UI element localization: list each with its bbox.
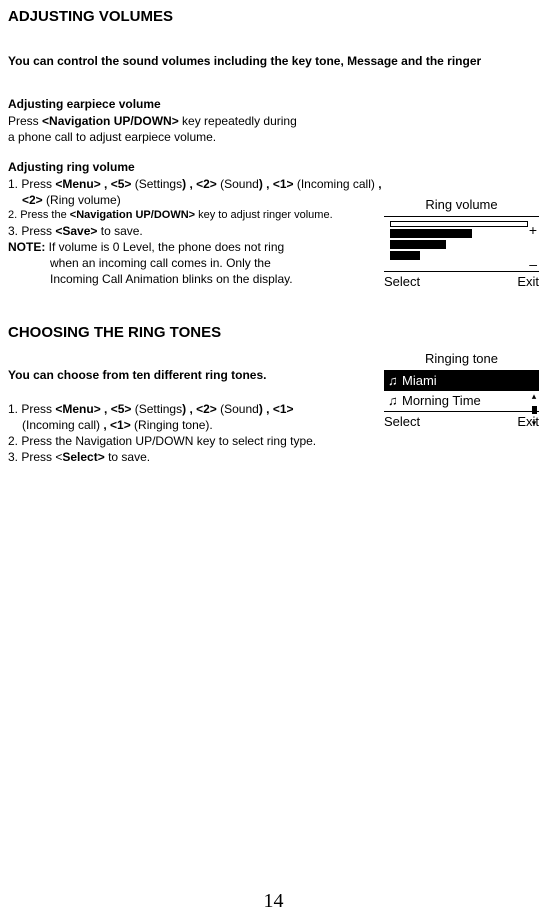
phone1-title: Ring volume (384, 195, 539, 216)
section-earpiece: Adjusting earpiece volume Press <Navigat… (8, 97, 539, 145)
text: (Incoming call) (22, 418, 103, 432)
text: (Settings (131, 402, 182, 416)
phone2-body: ♫ Miami ♫ Morning Time ▴ ▾ (384, 371, 539, 411)
ring-heading: Adjusting ring volume (8, 160, 539, 174)
ringtone-item-selected: ♫ Miami (384, 371, 539, 391)
phone-screen-ringing-tone: Ringing tone ♫ Miami ♫ Morning Time ▴ ▾ … (384, 349, 539, 429)
nav-key: <Navigation UP/DOWN> (70, 209, 195, 221)
choosing-step3: 3. Press <Select> to save. (8, 449, 539, 465)
select-key: Select> (62, 450, 104, 464)
text: Press (8, 114, 42, 128)
plus-icon: + (529, 223, 537, 237)
text: 3. Press < (8, 450, 62, 464)
phone-screen-ring-volume: Ring volume + – Select Exit (384, 195, 539, 289)
text: 3. Press (8, 224, 55, 238)
phone2-title: Ringing tone (384, 349, 539, 370)
earpiece-heading: Adjusting earpiece volume (8, 97, 539, 111)
text: , (378, 177, 381, 191)
save-key: <Save> (55, 224, 97, 238)
key-seq: ) , <2> (182, 177, 217, 191)
earpiece-line2: a phone call to adjust earpiece volume. (8, 129, 539, 145)
ring-step1: 1. Press <Menu> , <5> (Settings) , <2> (… (8, 176, 539, 192)
key-seq: ) , <1> (259, 177, 294, 191)
text: to save. (105, 450, 150, 464)
text: (Sound (217, 177, 259, 191)
scroll-up-icon: ▴ (532, 391, 537, 402)
text: (Sound (217, 402, 259, 416)
volume-track (390, 221, 528, 227)
phone1-footer: Select Exit (384, 272, 539, 289)
phone1-body: + – (384, 217, 539, 271)
text: (Settings (131, 177, 182, 191)
volume-bar (390, 240, 446, 249)
phone2-footer: Select Exit (384, 412, 539, 429)
text: 1. Press (8, 177, 55, 191)
softkey-select: Select (384, 274, 420, 289)
volume-bar (390, 229, 472, 238)
text: (Ringing tone). (131, 418, 213, 432)
page-number: 14 (0, 890, 547, 913)
text: 2. Press the (8, 209, 70, 221)
heading-choosing-ring-tones: CHOOSING THE RING TONES (8, 324, 539, 341)
softkey-select: Select (384, 414, 420, 429)
scrollbar: ▴ ▾ (531, 391, 537, 429)
ringtone-item: ♫ Morning Time (384, 391, 539, 411)
ringtone-label: Miami (402, 373, 437, 388)
text: 1. Press (8, 402, 55, 416)
heading-adjusting-volumes: ADJUSTING VOLUMES (8, 8, 539, 25)
volume-bar (390, 251, 420, 260)
music-note-icon: ♫ (388, 373, 402, 388)
minus-icon: – (529, 257, 537, 271)
text: key repeatedly during (179, 114, 297, 128)
key-seq: <Menu> , <5> (55, 177, 131, 191)
note-label: NOTE: (8, 240, 45, 254)
key-seq: ) , <1> (259, 402, 294, 416)
text: (Ring volume) (43, 193, 121, 207)
key-seq: <Menu> , <5> (55, 402, 131, 416)
text: to save. (97, 224, 142, 238)
key-seq: ) , <2> (182, 402, 217, 416)
text: (Incoming call) (294, 177, 379, 191)
text: If volume is 0 Level, the phone does not… (45, 240, 284, 254)
ringtone-label: Morning Time (402, 393, 481, 408)
scroll-down-icon: ▾ (532, 418, 537, 429)
choosing-step2: 2. Press the Navigation UP/DOWN key to s… (8, 433, 539, 449)
softkey-exit: Exit (517, 274, 539, 289)
intro-adjusting: You can control the sound volumes includ… (8, 53, 539, 69)
key-seq: , <1> (103, 418, 130, 432)
music-note-icon: ♫ (388, 393, 402, 408)
scroll-thumb (532, 406, 537, 414)
text: key to adjust ringer volume. (195, 209, 333, 221)
earpiece-line1: Press <Navigation UP/DOWN> key repeatedl… (8, 113, 539, 129)
nav-key: <Navigation UP/DOWN> (42, 114, 179, 128)
key-seq: <2> (22, 193, 43, 207)
